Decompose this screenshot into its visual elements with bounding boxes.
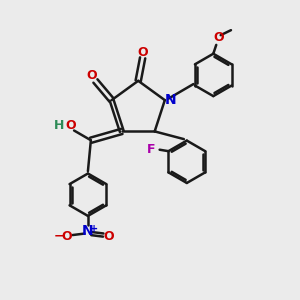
Text: O: O: [213, 31, 224, 44]
Text: N: N: [164, 93, 176, 107]
Text: H: H: [54, 119, 64, 132]
Text: O: O: [61, 230, 72, 243]
Text: O: O: [87, 69, 97, 82]
Text: F: F: [147, 143, 156, 156]
Text: O: O: [65, 119, 76, 132]
Text: O: O: [104, 230, 114, 243]
Text: O: O: [137, 46, 148, 59]
Text: −: −: [54, 230, 64, 243]
Text: N: N: [82, 224, 94, 238]
Text: +: +: [90, 224, 98, 234]
